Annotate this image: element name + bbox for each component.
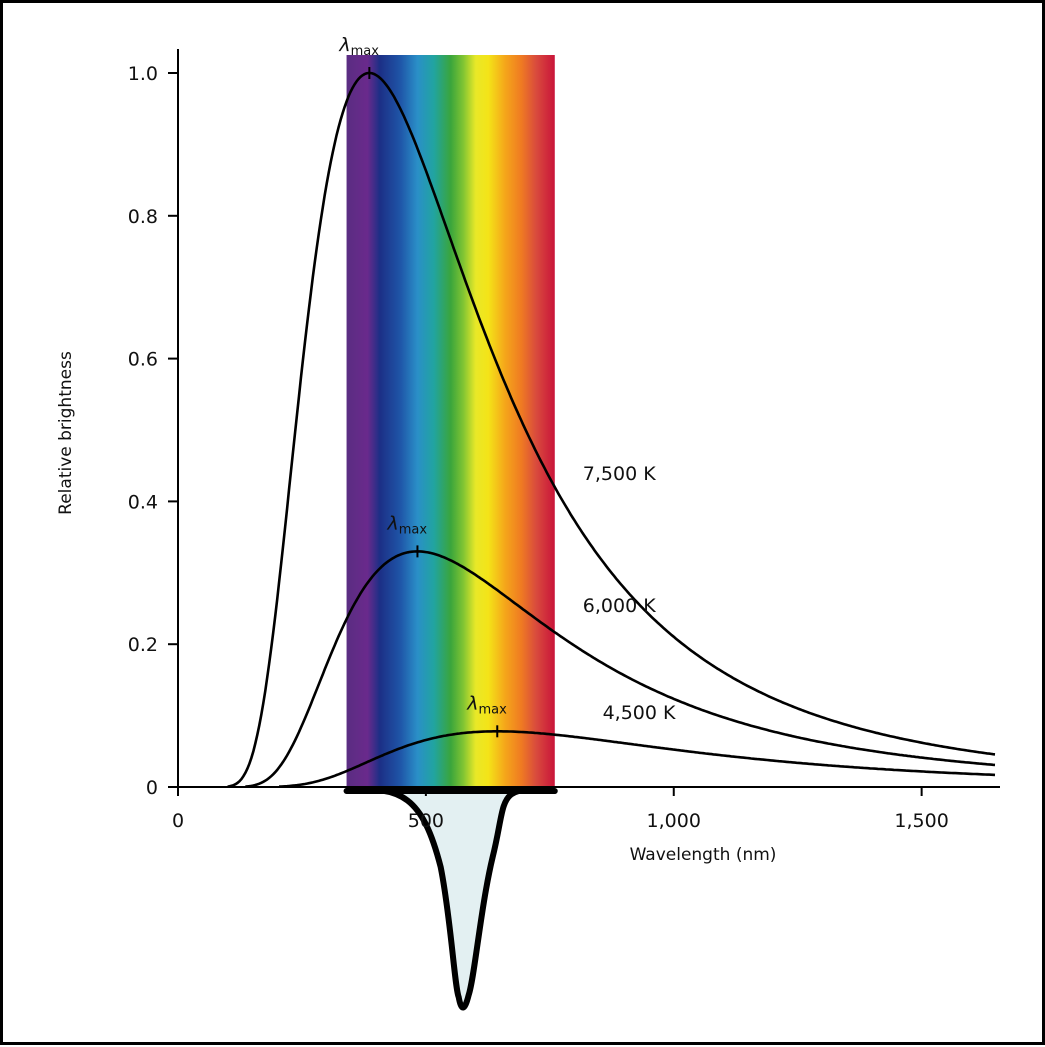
x-tick-label: 1,500 <box>894 810 948 832</box>
sensitivity-dip-shape <box>343 786 558 1011</box>
blackbody-chart: 00.20.40.60.81.0 0 500 1,000 1,500 λmaxλmax… <box>56 34 1000 1011</box>
series-label-6000: 6,000 K <box>583 595 656 617</box>
y-tick-label: 1.0 <box>128 63 158 85</box>
visible-spectrum-band <box>346 55 555 787</box>
x-tick-label: 0 <box>172 810 184 832</box>
series-curves <box>227 71 996 788</box>
x-tick-label: 1,000 <box>647 810 701 832</box>
series-curve-7500 <box>227 71 996 788</box>
peak-markers: λmax λmax λmax <box>338 34 507 738</box>
y-axis-ticks: 0 0.2 0.4 0.6 0.8 1.0 <box>128 63 178 799</box>
lambda-max-label: λmax <box>386 512 427 537</box>
series-curve-4500 <box>279 730 996 788</box>
x-axis-ticks: 0 500 1,000 1,500 <box>172 787 949 832</box>
x-tick-label: 500 <box>408 810 444 832</box>
lambda-max-label: λmax <box>338 34 379 59</box>
series-label-4500: 4,500 K <box>603 702 676 724</box>
y-tick-label: 0.8 <box>128 206 158 228</box>
y-tick-label: 0.6 <box>128 349 158 371</box>
y-axis-title: Relative brightness <box>56 351 76 515</box>
series-curve-6000 <box>245 550 996 788</box>
y-tick-label: 0 <box>146 777 158 799</box>
x-axis-title: Wavelength (nm) <box>630 845 777 865</box>
series-label-7500: 7,500 K <box>583 463 656 485</box>
y-tick-label: 0.2 <box>128 634 158 656</box>
lambda-max-label: λmax <box>466 692 507 717</box>
y-tick-label: 0.4 <box>128 491 158 513</box>
series-labels: 7,500 K 6,000 K 4,500 K <box>583 463 676 724</box>
